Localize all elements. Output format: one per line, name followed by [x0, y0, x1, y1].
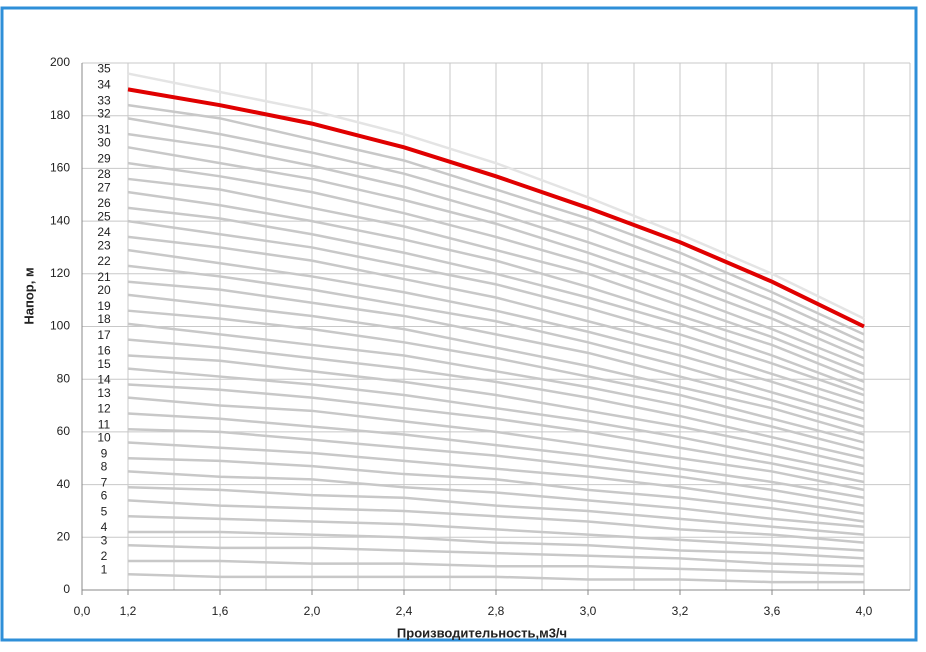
series-line	[127, 441, 865, 515]
series-label: 1	[101, 562, 108, 576]
series-label: 19	[97, 299, 111, 313]
y-tick-label: 40	[57, 477, 71, 491]
x-tick-label: 3,2	[672, 604, 689, 618]
series-line	[127, 280, 865, 428]
series-label: 20	[97, 283, 111, 297]
series-line	[127, 309, 865, 444]
series-line	[127, 206, 865, 391]
y-tick-label: 180	[50, 108, 70, 122]
series-label: 24	[97, 225, 111, 239]
x-tick-label: 0,0	[74, 604, 91, 618]
series-label: 6	[101, 489, 108, 503]
series-label: 21	[97, 270, 111, 284]
series-label: 5	[101, 504, 108, 518]
x-tick-label: 2,4	[396, 604, 413, 618]
x-tick-label: 3,0	[580, 604, 597, 618]
series-label: 33	[97, 93, 111, 107]
series-label: 16	[97, 344, 111, 358]
series-label: 11	[98, 417, 111, 431]
y-axis-title: Напор, м	[21, 267, 36, 324]
series-label: 2	[101, 549, 108, 563]
x-tick-label: 2,8	[488, 604, 505, 618]
series-line	[127, 117, 865, 344]
series-label: 29	[97, 151, 111, 165]
y-tick-label: 20	[57, 529, 71, 543]
y-tick-label: 120	[50, 266, 70, 280]
series-label: 22	[97, 254, 111, 268]
series-label: 12	[97, 402, 111, 416]
series-line	[127, 293, 865, 436]
series-line	[127, 572, 864, 584]
series-line	[127, 132, 865, 352]
series-label: 17	[97, 328, 111, 342]
x-tick-label: 2,0	[304, 604, 321, 618]
series-line	[127, 248, 865, 413]
series-label: 27	[97, 180, 111, 194]
series-line	[127, 103, 865, 336]
series-line	[127, 219, 865, 397]
y-tick-label: 80	[57, 371, 71, 385]
series-line	[127, 412, 865, 500]
series-label: 30	[97, 135, 111, 149]
series-line	[127, 396, 865, 492]
series-label: 23	[97, 238, 111, 252]
series-line	[127, 514, 865, 552]
x-axis-title: Производительность,м3/ч	[397, 625, 567, 640]
y-tick-label: 0	[63, 582, 70, 596]
series-label: 28	[97, 167, 111, 181]
series-line	[127, 177, 865, 376]
series-label: 13	[97, 386, 111, 400]
series-line	[127, 428, 865, 507]
series-label: 26	[97, 196, 111, 210]
series-line	[127, 264, 865, 420]
series-line	[127, 457, 865, 523]
series-line	[127, 470, 865, 529]
series-label: 8	[101, 460, 108, 474]
series-label: 25	[97, 209, 111, 223]
x-tick-label: 3,6	[764, 604, 781, 618]
series-line	[127, 72, 865, 320]
series-line	[127, 338, 865, 460]
series-label: 15	[97, 357, 111, 371]
series-label: 3	[101, 533, 108, 547]
series-line	[127, 354, 865, 468]
series-line	[127, 485, 865, 536]
series-label: 14	[97, 373, 111, 387]
series-label: 10	[97, 431, 111, 445]
x-tick-label: 1,6	[212, 604, 229, 618]
y-tick-label: 60	[57, 424, 71, 438]
y-tick-label: 140	[50, 213, 70, 227]
series-line	[127, 190, 865, 383]
x-tick-label: 1,2	[120, 604, 137, 618]
series-line	[127, 235, 865, 405]
x-tick-label: 4,0	[856, 604, 873, 618]
series-label: 18	[97, 312, 111, 326]
series-line	[128, 559, 865, 576]
series-line	[127, 543, 865, 568]
series-line	[127, 367, 865, 476]
series-label: 34	[97, 78, 111, 92]
series-line	[128, 530, 865, 560]
series-line	[127, 87, 865, 329]
y-tick-label: 160	[50, 161, 70, 175]
series-line	[127, 322, 865, 452]
series-label: 7	[101, 475, 108, 489]
series-label: 4	[101, 520, 108, 534]
series-line	[127, 161, 865, 368]
y-tick-label: 200	[50, 55, 70, 69]
series-label: 9	[101, 446, 108, 460]
series-line	[127, 499, 865, 544]
y-tick-label: 100	[50, 319, 70, 333]
series-line	[127, 383, 865, 484]
series-label: 32	[97, 107, 111, 121]
series-line	[127, 146, 865, 360]
series-label: 35	[97, 62, 111, 76]
series-label: 31	[97, 122, 111, 136]
frame	[0, 6, 918, 642]
